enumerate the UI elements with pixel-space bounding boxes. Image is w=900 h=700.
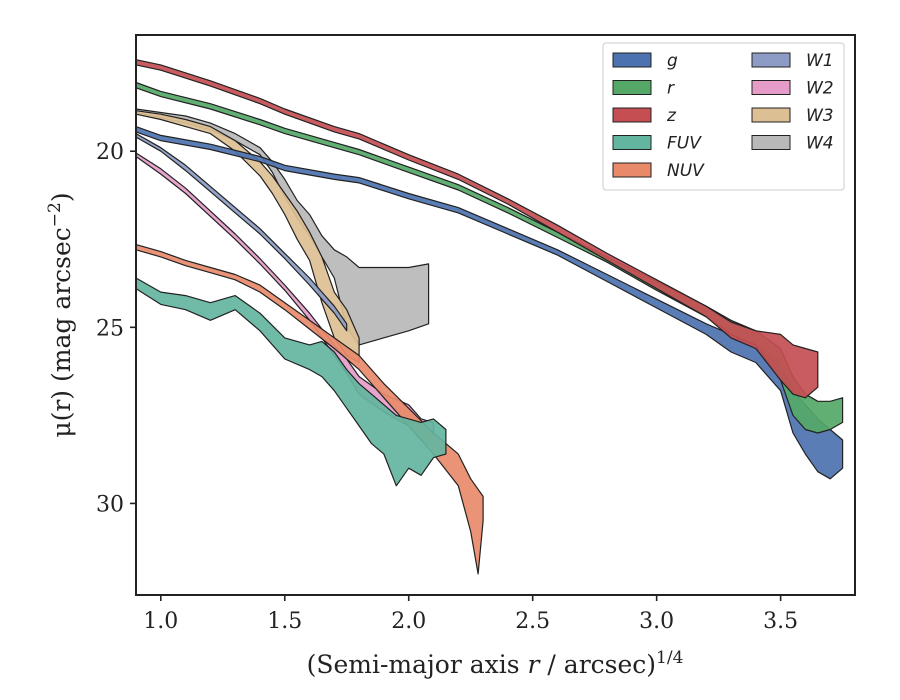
legend-label-w2: W2: [806, 79, 834, 99]
legend: grz FUV NUV W1 W2 W3 W4: [602, 42, 845, 191]
y-tick-label: 20: [96, 140, 124, 165]
x-tick-label: 2.5: [515, 609, 550, 634]
legend-swatch-w1: [751, 52, 791, 68]
legend-label-fuv: FUV: [667, 134, 702, 154]
x-tick-label: 1.5: [267, 609, 302, 634]
y-axis-ticks: 20 25 30: [96, 140, 136, 517]
legend-swatch-g: [612, 52, 652, 68]
legend-label-z: z: [666, 106, 677, 126]
x-tick-label: 3.0: [639, 609, 674, 634]
x-tick-label: 1.0: [143, 609, 178, 634]
legend-swatch-fuv: [612, 135, 652, 150]
y-tick-label: 25: [96, 316, 124, 341]
band-z: [135, 59, 819, 399]
legend-swatch-z: [612, 107, 652, 123]
legend-swatch-w2: [751, 80, 791, 95]
legend-label-w3: W3: [806, 106, 834, 126]
band-fuv: [135, 277, 447, 487]
band-g: [135, 125, 844, 480]
band-nuv: [135, 244, 484, 575]
legend-label-w4: W4: [806, 134, 834, 154]
legend-frame: [602, 42, 845, 191]
band-w1: [135, 133, 348, 332]
y-tick-label: 30: [96, 492, 124, 517]
legend-label-g: g: [667, 51, 678, 71]
y-axis-label: μ(r) (mag arcsec−2): [45, 192, 76, 437]
x-tick-label: 2.0: [391, 609, 426, 634]
x-axis-label: (Semi-major axis r / arcsec)1/4: [307, 648, 684, 679]
legend-swatch-w3: [751, 107, 791, 123]
legend-swatch-w4: [751, 135, 791, 150]
legend-label-w1: W1: [806, 51, 834, 71]
band-w4: [135, 108, 430, 346]
plot-frame: [135, 34, 856, 596]
x-tick-label: 3.5: [763, 609, 798, 634]
legend-swatch-nuv: [612, 162, 652, 178]
x-axis-ticks: 1.0 1.5 2.0 2.5 3.0 3.5: [143, 595, 798, 634]
data-bands: [135, 59, 844, 575]
legend-label-r: r: [667, 79, 675, 99]
legend-label-nuv: NUV: [667, 161, 705, 181]
legend-swatch-r: [612, 80, 652, 95]
band-r: [135, 81, 844, 434]
